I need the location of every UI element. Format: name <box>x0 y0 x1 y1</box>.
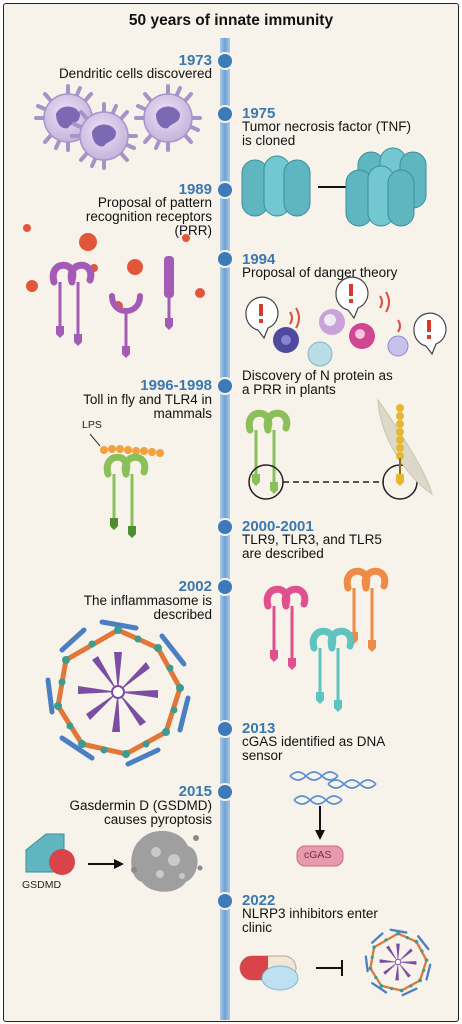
event-1973-text: Dendritic cells discovered <box>58 66 212 81</box>
timeline-dots <box>216 52 234 910</box>
gsdmd-label: GSDMD <box>22 879 62 891</box>
event-1996-1998-text: Toll in fly and TLR4 in mammals <box>83 392 212 421</box>
cgas-label: cGAS <box>304 849 332 861</box>
lps-label: LPS <box>82 419 102 431</box>
event-2000-2001-year: 2000-2001 <box>242 518 314 535</box>
event-1975-text: Tumor necrosis factor (TNF) is cloned <box>242 119 412 148</box>
event-1989-text: Proposal of pattern recognition receptor… <box>85 195 212 238</box>
tnf-illustration <box>241 147 427 227</box>
event-1994-year: 1994 <box>242 251 276 268</box>
event-n-protein-text: Discovery of N protein as a PRR in plant… <box>242 368 393 397</box>
event-2022-year: 2022 <box>242 892 276 909</box>
cgas-illustration <box>289 771 377 867</box>
prr-illustration <box>23 224 205 358</box>
event-1994-text: Proposal of danger theory <box>242 265 398 280</box>
nlrp3-inhibitors-illustration <box>239 928 432 997</box>
tlr-receptors-illustration <box>267 571 385 712</box>
n-protein-illustration <box>249 398 433 500</box>
event-2015-text: Gasdermin D (GSDMD) causes pyroptosis <box>69 798 212 827</box>
event-1989-year: 1989 <box>178 181 212 198</box>
inflammasome-illustration <box>48 622 188 764</box>
dendritic-cells-illustration <box>34 84 202 170</box>
event-2015-year: 2015 <box>178 783 212 800</box>
event-2013-text: cGAS identified as DNA sensor <box>242 734 386 763</box>
tlr4-illustration <box>89 433 164 538</box>
event-2002-text: The inflammasome is described <box>83 593 212 622</box>
event-1973-year: 1973 <box>178 52 212 69</box>
event-2013-year: 2013 <box>242 720 276 737</box>
danger-theory-illustration <box>245 276 447 367</box>
event-2000-2001-text: TLR9, TLR3, and TLR5 are described <box>242 532 382 561</box>
figure-title: 50 years of innate immunity <box>128 12 334 29</box>
event-2022-text: NLRP3 inhibitors enter clinic <box>242 906 378 935</box>
event-1975-year: 1975 <box>242 105 276 122</box>
event-2002-year: 2002 <box>178 578 212 595</box>
gsdmd-illustration <box>25 830 203 892</box>
event-1996-1998-year: 1996-1998 <box>140 377 212 394</box>
